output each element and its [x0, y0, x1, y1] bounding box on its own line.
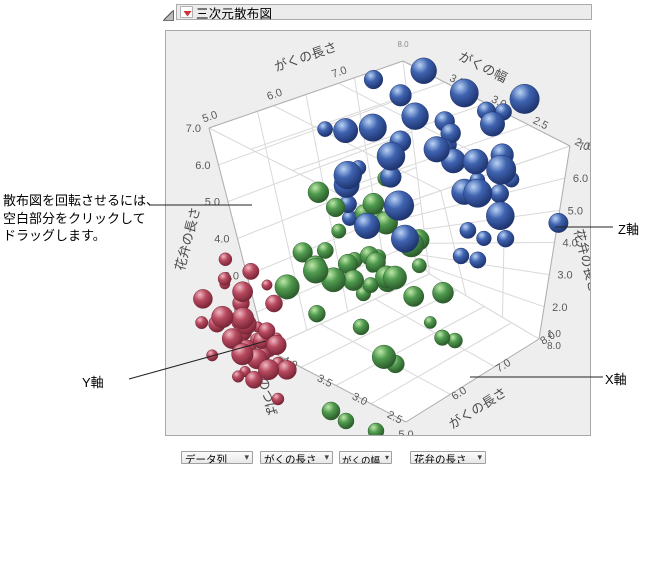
svg-text:4.0: 4.0 — [214, 234, 229, 246]
svg-text:6.0: 6.0 — [573, 173, 588, 185]
svg-text:2.0: 2.0 — [552, 302, 567, 314]
svg-text:6.0: 6.0 — [195, 160, 210, 172]
svg-text:5.0: 5.0 — [398, 429, 413, 436]
svg-text:1.0: 1.0 — [547, 329, 561, 340]
svg-text:7.0: 7.0 — [186, 123, 201, 135]
svg-text:7.0: 7.0 — [578, 141, 591, 153]
svg-text:8.0: 8.0 — [547, 341, 561, 352]
svg-text:3.0: 3.0 — [557, 270, 572, 282]
svg-text:8.0: 8.0 — [397, 40, 409, 49]
svg-text:5.0: 5.0 — [205, 197, 220, 209]
svg-text:5.0: 5.0 — [568, 205, 583, 217]
